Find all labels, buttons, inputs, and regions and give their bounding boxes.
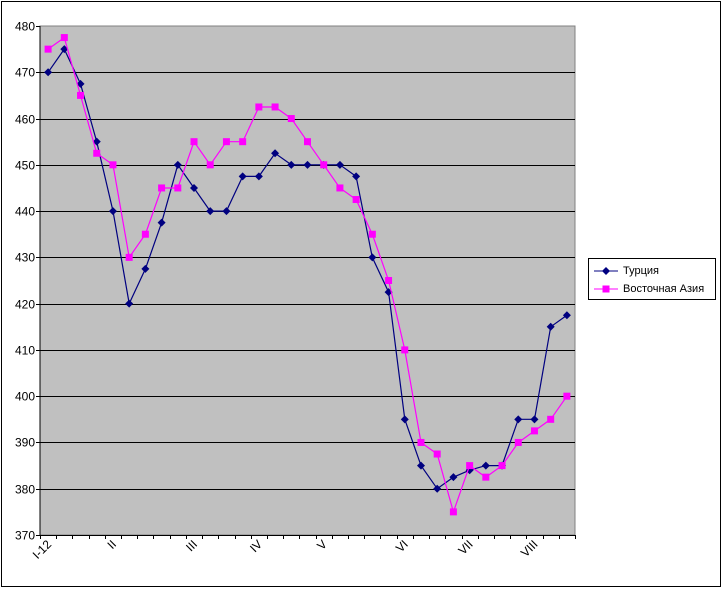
y-tick-label: 410 [15,344,35,358]
series-layer [44,34,571,516]
data-point [173,160,182,169]
data-point [482,473,490,481]
data-point [335,160,344,169]
x-tick-label: V [314,537,330,553]
y-tick-label: 380 [15,483,35,497]
data-point [498,462,506,470]
x-tick-label: IV [247,537,265,555]
data-point [514,438,522,446]
data-point [141,230,149,238]
x-tick-label: III [183,537,200,554]
data-point [255,103,263,111]
data-point [44,45,52,53]
data-point [108,207,117,216]
data-point [238,172,247,181]
data-point [368,253,377,262]
x-tick-label: II [104,537,119,552]
data-point [222,138,230,146]
data-point [287,160,296,169]
y-tick-label: 480 [15,20,35,34]
data-point [563,392,571,400]
data-point [417,438,425,446]
data-point [320,161,328,169]
y-tick-label: 460 [15,113,35,127]
data-point [336,184,344,192]
x-tick-label: VII [455,537,475,557]
y-tick-label: 440 [15,205,35,219]
data-point [449,508,457,516]
data-point [222,207,231,216]
data-point [530,415,539,424]
plot-area [39,25,576,536]
series-2 [44,34,571,516]
data-point [125,253,133,261]
data-point [562,311,571,320]
data-point [206,161,214,169]
data-point [125,299,134,308]
legend-marker-square [594,285,618,293]
data-point [449,473,458,482]
data-point [141,264,150,273]
data-point [77,91,85,99]
data-point [433,450,441,458]
data-point [271,149,280,158]
data-point [546,322,555,331]
data-point [190,183,199,192]
data-point [287,115,295,123]
data-point [271,103,279,111]
y-tick-label: 450 [15,159,35,173]
x-axis: I-12 II III IV V VI VII VIII [30,535,576,562]
data-point [481,461,490,470]
y-tick-label: 400 [15,390,35,404]
data-point [93,149,101,157]
data-point [303,160,312,169]
data-point [60,45,69,54]
data-point [401,346,409,354]
y-tick-label: 370 [15,529,35,543]
data-point [109,161,117,169]
data-point [368,230,376,238]
data-point [416,461,425,470]
data-point [466,462,474,470]
data-point [352,196,360,204]
legend-label-series-2: Восточная Азия [623,283,705,295]
data-point [44,68,53,77]
legend-item-series-2: Восточная Азия [589,281,704,297]
y-tick-label: 420 [15,298,35,312]
data-point [92,137,101,146]
legend: Турция Восточная Азия [588,258,716,300]
data-point [254,172,263,181]
data-point [157,218,166,227]
data-point [352,172,361,181]
data-point [76,79,85,88]
data-point [239,138,247,146]
data-point [514,415,523,424]
y-tick-label: 470 [15,66,35,80]
y-axis: 370 380 390 400 410 420 430 440 450 460 470 480 [15,20,41,543]
x-tick-label: VI [393,537,411,555]
x-tick-label: VIII [518,537,541,560]
legend-marker-diamond [594,267,618,275]
y-tick-label: 430 [15,251,35,265]
data-point [206,207,215,216]
data-point [304,138,311,146]
data-point [400,415,409,424]
data-point [174,184,182,192]
legend-label-series-1: Турция [623,265,659,277]
y-tick-label: 390 [15,436,35,450]
legend-item-series-1: Турция [589,263,659,279]
data-point [433,484,442,493]
data-point [530,427,538,435]
data-point [60,34,68,42]
data-point [385,277,393,284]
data-point [190,138,198,146]
data-point [158,184,166,192]
data-point [547,415,555,423]
